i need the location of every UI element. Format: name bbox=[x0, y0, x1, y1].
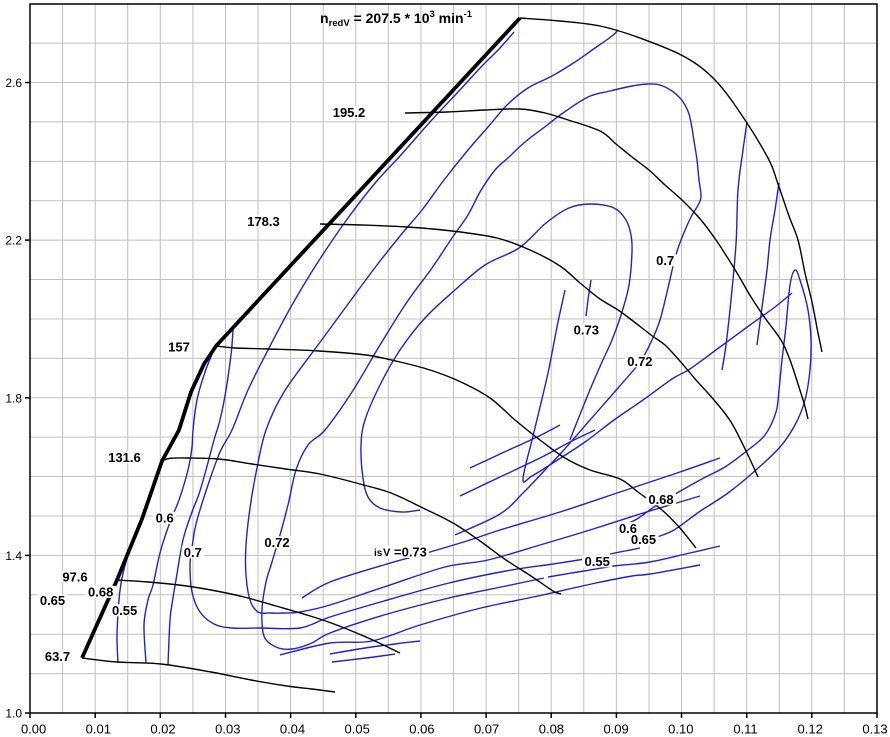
svg-text:0.6: 0.6 bbox=[156, 511, 174, 526]
svg-text:0.73: 0.73 bbox=[574, 323, 599, 338]
svg-text:=0.73: =0.73 bbox=[394, 545, 427, 560]
svg-text:0.02: 0.02 bbox=[150, 722, 175, 737]
svg-text:1.0: 1.0 bbox=[5, 707, 22, 721]
svg-text:0.68: 0.68 bbox=[88, 585, 113, 600]
svg-text:2.6: 2.6 bbox=[5, 76, 22, 90]
svg-text:nredV = 207.5 * 103 min-1: nredV = 207.5 * 103 min-1 bbox=[320, 9, 473, 29]
svg-text:63.7: 63.7 bbox=[45, 649, 70, 664]
svg-text:195.2: 195.2 bbox=[333, 105, 366, 120]
svg-text:V: V bbox=[383, 547, 391, 559]
svg-text:0.00: 0.00 bbox=[21, 722, 46, 737]
svg-text:0.03: 0.03 bbox=[215, 722, 240, 737]
svg-text:0.65: 0.65 bbox=[40, 593, 65, 608]
svg-text:131.6: 131.6 bbox=[108, 450, 141, 465]
svg-text:0.09: 0.09 bbox=[603, 722, 628, 737]
svg-text:2.2: 2.2 bbox=[5, 234, 22, 248]
svg-text:0.7: 0.7 bbox=[656, 253, 674, 268]
svg-text:0.06: 0.06 bbox=[409, 722, 434, 737]
svg-text:178.3: 178.3 bbox=[247, 214, 280, 229]
svg-text:1.8: 1.8 bbox=[5, 391, 22, 405]
svg-text:0.68: 0.68 bbox=[648, 492, 673, 507]
svg-text:0.55: 0.55 bbox=[112, 603, 137, 618]
svg-text:97.6: 97.6 bbox=[62, 570, 87, 585]
svg-text:157: 157 bbox=[168, 340, 190, 355]
svg-text:0.08: 0.08 bbox=[539, 722, 564, 737]
svg-text:1.4: 1.4 bbox=[5, 549, 22, 563]
svg-text:0.65: 0.65 bbox=[631, 532, 656, 547]
svg-text:0.01: 0.01 bbox=[86, 722, 111, 737]
svg-text:0.72: 0.72 bbox=[627, 354, 652, 369]
svg-text:0.10: 0.10 bbox=[668, 722, 693, 737]
svg-text:0.55: 0.55 bbox=[585, 554, 610, 569]
svg-text:0.12: 0.12 bbox=[798, 722, 823, 737]
svg-text:0.07: 0.07 bbox=[474, 722, 499, 737]
svg-text:0.6: 0.6 bbox=[619, 521, 637, 536]
svg-text:0.11: 0.11 bbox=[733, 722, 757, 737]
svg-text:0.7: 0.7 bbox=[184, 545, 202, 560]
svg-text:0.13: 0.13 bbox=[862, 722, 887, 737]
svg-text:is: is bbox=[374, 548, 383, 559]
svg-text:0.04: 0.04 bbox=[280, 722, 305, 737]
svg-text:0.05: 0.05 bbox=[345, 722, 370, 737]
svg-text:0.72: 0.72 bbox=[264, 535, 289, 550]
